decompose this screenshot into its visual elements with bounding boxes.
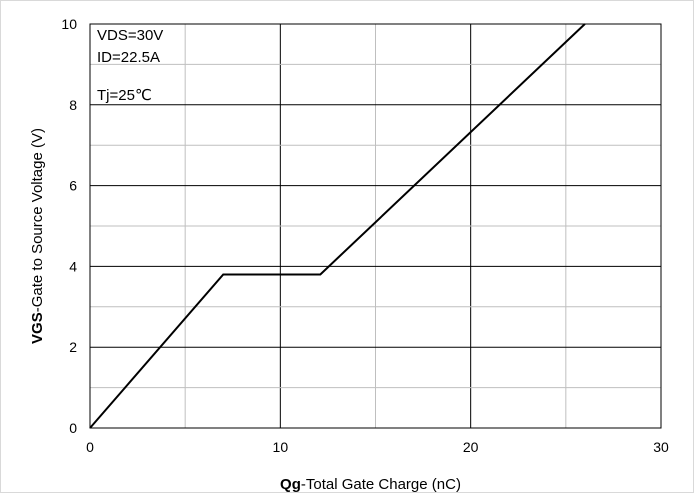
y-tick-label: 10: [61, 16, 77, 32]
x-tick-label: 20: [463, 439, 479, 455]
y-tick-label: 2: [69, 339, 77, 355]
y-tick-label: 8: [69, 97, 77, 113]
annotation-text: Tj=25℃: [97, 87, 152, 104]
plot-area-border: [89, 23, 662, 429]
tick-labels: 0 10 20 30 0 2 4 6 8 10: [61, 16, 669, 455]
annotation-text: ID=22.5A: [97, 49, 160, 66]
y-tick-label: 6: [69, 178, 77, 194]
x-axis-label: Qg-Total Gate Charge (nC): [280, 476, 461, 493]
y-axis-label-bold: VGS: [29, 312, 46, 344]
x-axis-label-bold: Qg: [280, 476, 301, 493]
grid: [90, 24, 661, 428]
y-tick-label: 0: [69, 420, 77, 436]
y-axis-label: VGS-Gate to Source Voltage (V): [29, 128, 46, 344]
series-line: [89, 23, 586, 429]
series: [89, 23, 586, 429]
x-tick-label: 10: [273, 439, 289, 455]
y-tick-label: 4: [69, 258, 77, 274]
x-axis-label-rest: -Total Gate Charge (nC): [301, 476, 461, 493]
y-axis-label-rest: -Gate to Source Voltage (V): [29, 128, 46, 312]
x-tick-label: 0: [86, 439, 94, 455]
annotations: VDS=30V ID=22.5A Tj=25℃: [97, 27, 163, 104]
annotation-text: VDS=30V: [97, 27, 163, 44]
x-tick-label: 30: [653, 439, 669, 455]
